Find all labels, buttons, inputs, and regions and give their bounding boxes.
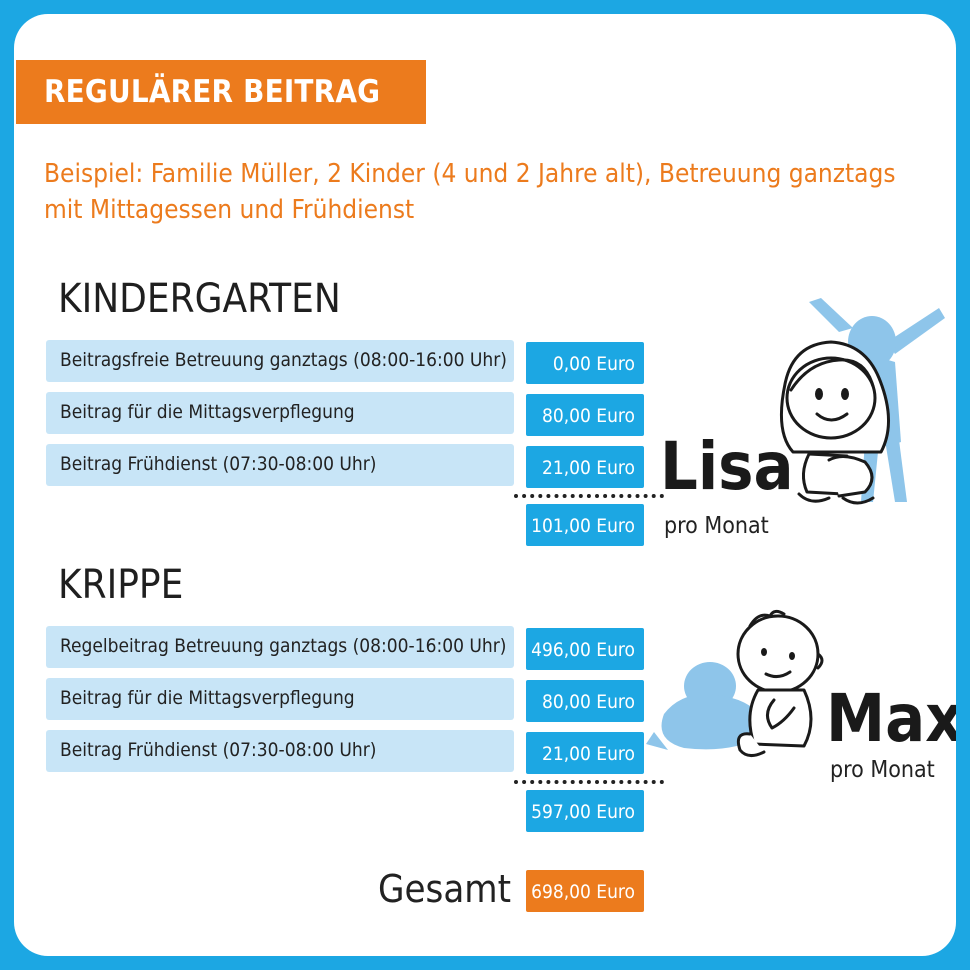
kindergarten-row-early-service: Beitrag Frühdienst (07:30-08:00 Uhr) [46, 444, 514, 486]
kindergarten-row-care: Beitragsfreie Betreuung ganztags (08:00-… [46, 340, 514, 382]
kindergarten-title: KINDERGARTEN [58, 276, 341, 322]
kindergarten-total: 101,00 Euro [526, 504, 644, 546]
row-label: Regelbeitrag Betreuung ganztags (08:00-1… [60, 635, 507, 657]
row-label: Beitrag Frühdienst (07:30-08:00 Uhr) [60, 453, 377, 475]
krippe-total: 597,00 Euro [526, 790, 644, 832]
grand-total-value: 698,00 Euro [531, 881, 635, 903]
krippe-amount-early-service: 21,00 Euro [526, 732, 644, 774]
row-label: Beitragsfreie Betreuung ganztags (08:00-… [60, 349, 507, 371]
page-title-banner: REGULÄRER BEITRAG [16, 60, 426, 124]
fee-card: REGULÄRER BEITRAG Beispiel: Familie Müll… [14, 14, 956, 956]
krippe-amount-care: 496,00 Euro [526, 628, 644, 670]
row-label: Beitrag für die Mittagsverpflegung [60, 687, 355, 709]
row-label: Beitrag für die Mittagsverpflegung [60, 401, 355, 423]
grand-total-amount: 698,00 Euro [526, 870, 644, 912]
example-line-2: mit Mittagessen und Frühdienst [44, 195, 415, 225]
krippe-row-early-service: Beitrag Frühdienst (07:30-08:00 Uhr) [46, 730, 514, 772]
child-name-lisa: Lisa [660, 428, 794, 505]
krippe-row-lunch: Beitrag für die Mittagsverpflegung [46, 678, 514, 720]
total-value: 597,00 Euro [531, 801, 635, 823]
krippe-row-care: Regelbeitrag Betreuung ganztags (08:00-1… [46, 626, 514, 668]
page-title: REGULÄRER BEITRAG [44, 74, 381, 110]
kindergarten-amount-early-service: 21,00 Euro [526, 446, 644, 488]
kindergarten-amount-care: 0,00 Euro [526, 342, 644, 384]
amount-value: 496,00 Euro [531, 639, 635, 661]
amount-value: 80,00 Euro [541, 691, 635, 713]
amount-value: 80,00 Euro [541, 405, 635, 427]
kindergarten-row-lunch: Beitrag für die Mittagsverpflegung [46, 392, 514, 434]
per-month-label: pro Monat [664, 513, 769, 539]
krippe-title: KRIPPE [58, 562, 184, 608]
amount-value: 0,00 Euro [552, 353, 635, 375]
child-name-max: Max [826, 680, 956, 757]
baby-illustration [646, 609, 824, 757]
sum-divider [514, 494, 664, 498]
grand-total-label: Gesamt [378, 867, 511, 911]
krippe-amount-lunch: 80,00 Euro [526, 680, 644, 722]
total-value: 101,00 Euro [531, 515, 635, 537]
per-month-label: pro Monat [830, 757, 935, 783]
amount-value: 21,00 Euro [541, 743, 635, 765]
row-label: Beitrag Frühdienst (07:30-08:00 Uhr) [60, 739, 377, 761]
kindergarten-amount-lunch: 80,00 Euro [526, 394, 644, 436]
amount-value: 21,00 Euro [541, 457, 635, 479]
example-line-1: Beispiel: Familie Müller, 2 Kinder (4 un… [44, 159, 896, 189]
girl-illustration [779, 298, 945, 505]
example-description: Beispiel: Familie Müller, 2 Kinder (4 un… [44, 156, 944, 228]
sum-divider [514, 780, 664, 784]
